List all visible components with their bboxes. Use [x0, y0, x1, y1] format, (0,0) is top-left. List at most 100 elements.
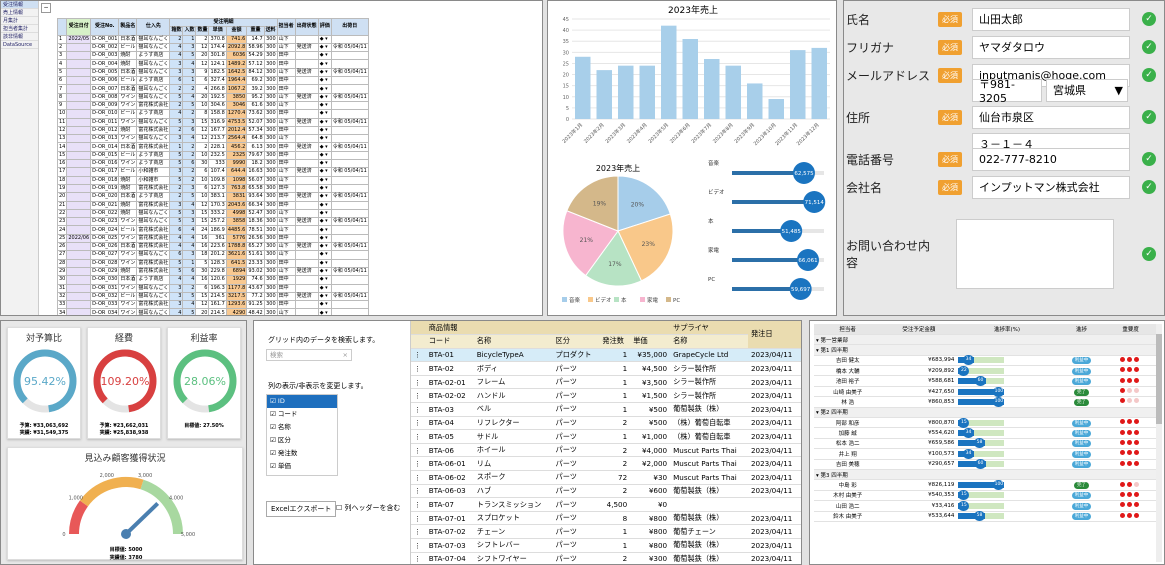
sheet-table[interactable]: 受注日付 受注No. 製品名 仕入先 受注明細 担当者 出荷状態 評価 出荷日 箱数 入数 数量… [56, 17, 369, 316]
cell[interactable]: 174.4 [208, 42, 227, 53]
cell[interactable]: 6036 [225, 51, 248, 61]
grid-row[interactable]: ⋮ BTA-07-03 シフトレバー パーツ 1 ¥800 葡萄製鉄（株） 2023/04/1… [411, 538, 801, 553]
cell[interactable]: 焼酎 [118, 59, 138, 69]
cell[interactable]: 5 [182, 308, 197, 315]
cell[interactable]: 山下 [276, 208, 296, 219]
cell[interactable]: 1067.2 [225, 84, 248, 94]
search-input[interactable]: 検索 × [266, 349, 352, 361]
cell[interactable]: 3 [182, 42, 197, 53]
cell[interactable] [66, 258, 92, 268]
grid-cell[interactable]: 1 [599, 388, 631, 404]
cell[interactable]: 1642.5 [225, 67, 248, 78]
cell[interactable] [66, 76, 92, 86]
col-header[interactable]: 受注No. [90, 18, 120, 36]
grid-cell[interactable]: ¥3,500 [630, 375, 671, 390]
ship-status-cell[interactable] [294, 300, 319, 310]
ship-date-cell[interactable]: 令和 05/04/11 [330, 217, 369, 227]
cell[interactable]: 6 [182, 266, 197, 277]
cell[interactable]: 猫耳なんごく [136, 67, 171, 78]
cell[interactable]: ビール [118, 42, 138, 53]
cell[interactable]: 327.4 [208, 76, 227, 86]
grid-cell[interactable]: サドル [473, 429, 553, 444]
cell[interactable]: 24 [195, 225, 210, 235]
grid-col-header[interactable]: 単価 [630, 334, 671, 349]
excel-export-button[interactable]: Excelエクスポート [266, 501, 337, 517]
grid-cell[interactable]: 2 [599, 552, 631, 564]
cell[interactable]: 15 [195, 208, 210, 219]
cell[interactable]: 95.2 [246, 92, 265, 102]
cell[interactable]: 田中 [276, 150, 296, 161]
cell[interactable]: 4 [169, 308, 184, 315]
group-row[interactable]: ▾ 第2 四半期 [814, 407, 1156, 419]
ship-status-cell[interactable] [294, 308, 319, 315]
cell[interactable]: 56.07 [246, 175, 265, 185]
cell[interactable]: D-OR_020 [90, 192, 120, 202]
ship-date-cell[interactable] [330, 225, 369, 235]
cell[interactable]: 39.2 [246, 84, 265, 94]
cell[interactable]: 2 [169, 34, 184, 44]
grid-cell[interactable]: パーツ [552, 470, 600, 485]
cell[interactable]: 1 [182, 76, 197, 86]
column-toggle[interactable]: ☑ コード [270, 410, 298, 418]
cell[interactable]: 300 [263, 233, 278, 244]
collapse-icon[interactable]: ▾ [816, 337, 821, 344]
col-header[interactable]: 製品名 [118, 18, 138, 36]
table-row[interactable]: 28 D-OR_028 ワイン 富花株式会社 5 1 5 128.3 641.5 23.33 300… [56, 258, 369, 268]
cell[interactable]: 333 [208, 159, 227, 169]
column-toggle[interactable]: ☑ 名称 [270, 423, 291, 431]
cell[interactable]: 214.5 [208, 308, 227, 316]
grid-cell[interactable]: 1 [599, 375, 631, 390]
cell[interactable]: 4 [182, 200, 197, 210]
group-row[interactable]: ▾ 第一営業部 [814, 334, 1156, 346]
column-toggle[interactable]: ☑ 区分 [270, 436, 291, 444]
cell[interactable]: D-OR_006 [90, 76, 120, 86]
grid-cell[interactable]: 1 [599, 429, 631, 444]
cell[interactable]: 10 [195, 100, 210, 111]
cell[interactable]: 300 [263, 308, 278, 316]
cell[interactable]: 1929 [225, 275, 248, 285]
grid-cell[interactable]: 2 [599, 416, 631, 431]
cell[interactable]: 93.64 [246, 192, 265, 202]
grid-cell[interactable]: BTA-06 [425, 443, 474, 458]
cell[interactable]: 焼酎 [118, 208, 138, 219]
row-handle[interactable]: ⋮ [411, 497, 426, 512]
ship-date-cell[interactable] [330, 275, 369, 285]
table-row[interactable]: 5 D-OR_005 日本酒 猫耳なんごく 3 3 9 182.5 1642.5 84.12 300… [56, 67, 369, 78]
cell[interactable]: 15 [195, 291, 210, 302]
cell[interactable]: 300 [263, 167, 278, 177]
ship-date-cell[interactable] [330, 109, 369, 119]
cell[interactable]: D-OR_022 [90, 208, 120, 219]
cell[interactable]: 山下 [276, 217, 296, 227]
table-row[interactable]: 19 D-OR_019 焼酎 富花株式会社 2 3 6 127.3 763.8 65.58 300 田… [56, 183, 369, 194]
cell[interactable]: 3 [182, 183, 197, 194]
cell[interactable]: 77.2 [246, 291, 265, 302]
cell[interactable] [66, 225, 92, 235]
cell[interactable]: 3 [182, 250, 197, 260]
cell[interactable]: 26.56 [246, 233, 265, 244]
grid-cell[interactable] [747, 497, 801, 512]
include-header-checkbox[interactable]: ☐ 列ヘッダーを含む [336, 504, 401, 512]
cell[interactable]: 1 [56, 34, 68, 44]
cell[interactable]: 13 [56, 134, 68, 144]
cell[interactable]: 12 [195, 200, 210, 210]
table-row[interactable]: 32 D-OR_032 ビール 猫耳なんごく 3 5 15 214.5 3217.5 77.2 30… [56, 291, 369, 302]
cell[interactable]: 3 [169, 167, 184, 177]
cell[interactable]: ワイン [118, 217, 138, 227]
table-row[interactable]: 24 D-OR_024 ビール 富花株式会社 6 4 24 186.9 4485.6 78.51 3… [56, 225, 369, 235]
cell[interactable]: ワイン [118, 233, 138, 244]
cell[interactable]: 12 [195, 125, 210, 136]
cell[interactable]: 12 [56, 125, 68, 136]
grid-row[interactable]: ⋮ BTA-06 ホイール パーツ 2 ¥4,000 Muscut Parts Thai 20… [411, 443, 801, 458]
sheet-tab[interactable]: 月集計 [1, 17, 38, 25]
ship-date-cell[interactable]: 令和 05/04/11 [330, 117, 369, 127]
grid-row[interactable]: ⋮ BTA-06-02 スポーク パーツ 72 ¥30 Muscut Parts Thai 2… [411, 470, 801, 485]
cell[interactable]: 5 [169, 258, 184, 268]
cell[interactable]: 小和雑市 [136, 167, 171, 177]
table-row[interactable]: 17 D-OR_017 ビール 小和雑市 3 2 6 107.4 644.4 16.63 300 山下… [56, 167, 369, 177]
rating-cell[interactable]: ◆ ▾ [317, 51, 332, 61]
cell[interactable]: 23 [56, 217, 68, 227]
grid-cell[interactable]: リム [473, 456, 553, 472]
rating-cell[interactable]: ◆ ▾ [317, 42, 332, 53]
column-toggle[interactable]: ☑ 発注数 [270, 449, 298, 457]
cell[interactable]: 山下 [276, 117, 296, 127]
